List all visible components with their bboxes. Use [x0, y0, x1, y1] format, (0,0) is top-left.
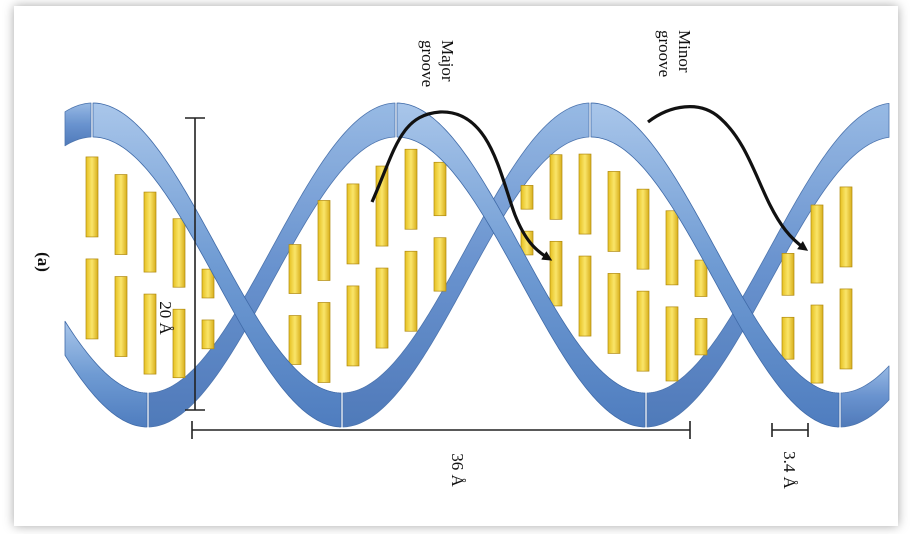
major-groove-label-line1: Major: [438, 40, 457, 82]
strand-2-segment: [148, 102, 396, 428]
minor-groove-label-line2: groove: [655, 30, 674, 77]
strand-1-segment: [342, 102, 590, 428]
strand-2-segment: [64, 320, 148, 428]
base-slab: [85, 156, 99, 238]
base-slab: [201, 319, 215, 350]
base-slab: [694, 259, 708, 297]
base-slab: [549, 240, 563, 307]
base-slab: [578, 153, 592, 235]
base-slab: [317, 200, 331, 281]
base-slab: [404, 250, 418, 332]
base-slab: [665, 210, 679, 286]
strand-1-segment: [590, 102, 840, 428]
base-slab: [549, 154, 563, 220]
base-slab: [288, 244, 302, 294]
base-slab: [520, 185, 534, 210]
base-slab: [114, 174, 128, 255]
base-slab: [781, 253, 795, 296]
base-slab: [810, 304, 824, 384]
minor-groove-arrow: [647, 105, 809, 251]
base-slab: [636, 290, 650, 372]
rise-dimension: [771, 423, 809, 437]
diameter-dimension: [185, 117, 205, 411]
pitch-dimension: [191, 421, 691, 439]
diameter-label: 20 Å: [156, 301, 175, 335]
base-slab: [172, 218, 186, 288]
base-slab: [839, 186, 853, 268]
panel-label: (a): [34, 252, 53, 272]
strand-1-segment: [92, 102, 342, 428]
major-groove-arrow: [370, 110, 553, 261]
base-slab: [578, 255, 592, 337]
major-groove-label-line2: groove: [418, 40, 437, 87]
base-slab: [810, 204, 824, 284]
base-slab: [433, 237, 447, 292]
base-slab: [114, 276, 128, 357]
back-strand: [64, 102, 890, 428]
base-slab: [288, 315, 302, 365]
base-slab: [520, 230, 534, 256]
strand-2-segment: [646, 102, 890, 428]
base-slab: [665, 306, 679, 382]
strand-1-segment: [840, 365, 890, 428]
minor-groove-label-line1: Minor: [675, 30, 694, 73]
base-slab: [839, 288, 853, 370]
base-slab: [346, 183, 360, 265]
base-slab: [404, 148, 418, 230]
base-slab: [433, 161, 447, 217]
base-slab: [694, 318, 708, 356]
base-slab: [143, 293, 157, 375]
strand-2-segment: [396, 102, 646, 428]
pitch-label: 36 Å: [448, 453, 467, 487]
base-slab: [85, 258, 99, 340]
base-slab: [201, 268, 215, 299]
base-slab: [375, 267, 389, 349]
base-slab: [317, 302, 331, 383]
base-slab: [781, 316, 795, 360]
base-slab: [607, 273, 621, 354]
rise-label: 3.4 Å: [780, 451, 799, 490]
base-slab: [143, 191, 157, 273]
base-slab: [346, 285, 360, 367]
base-slab: [636, 188, 650, 270]
front-strand: [64, 102, 840, 428]
base-slab: [172, 308, 186, 379]
base-slab: [607, 171, 621, 252]
strand-1-segment: [64, 102, 92, 147]
base-pairs: [85, 148, 853, 384]
